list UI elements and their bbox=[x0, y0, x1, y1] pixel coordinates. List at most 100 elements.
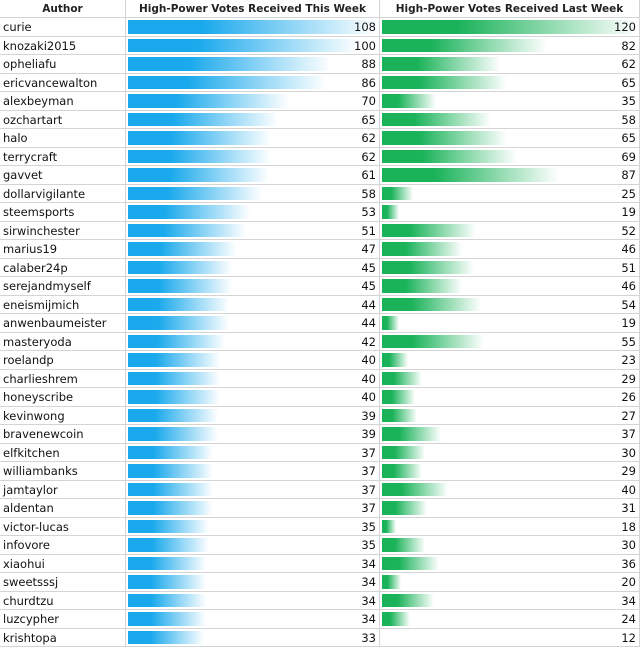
author-name: bravenewcoin bbox=[3, 427, 84, 441]
vote-count: 51 bbox=[621, 260, 636, 275]
votes-cell: 37 bbox=[126, 443, 380, 462]
author-cell: opheliafu bbox=[0, 55, 126, 74]
vote-count: 37 bbox=[361, 501, 376, 515]
data-bar bbox=[382, 371, 423, 385]
data-bar bbox=[382, 575, 401, 589]
author-cell: marius19 bbox=[0, 240, 126, 259]
vote-count: 27 bbox=[621, 408, 636, 423]
author-name: victor-lucas bbox=[3, 519, 69, 534]
vote-count: 58 bbox=[621, 112, 636, 127]
data-bar bbox=[382, 334, 484, 348]
data-bar bbox=[128, 353, 221, 367]
votes-cell: 40 bbox=[126, 351, 380, 370]
data-bar bbox=[382, 482, 449, 496]
author-cell: bravenewcoin bbox=[0, 425, 126, 444]
author-name: anwenbaumeister bbox=[3, 316, 107, 330]
votes-cell: 65 bbox=[380, 73, 640, 92]
data-bar bbox=[382, 223, 477, 237]
vote-count: 62 bbox=[361, 149, 376, 164]
data-bar bbox=[128, 57, 331, 71]
data-bar bbox=[128, 334, 225, 348]
votes-cell: 20 bbox=[380, 573, 640, 592]
votes-cell: 45 bbox=[126, 258, 380, 277]
data-bar bbox=[128, 371, 221, 385]
data-bar bbox=[382, 57, 501, 71]
vote-count: 35 bbox=[361, 519, 376, 534]
votes-cell: 18 bbox=[380, 517, 640, 536]
vote-count: 39 bbox=[361, 427, 376, 441]
data-bar bbox=[128, 186, 262, 200]
data-bar bbox=[128, 38, 359, 52]
votes-cell: 46 bbox=[380, 240, 640, 259]
votes-cell: 36 bbox=[380, 554, 640, 573]
data-bar bbox=[128, 112, 278, 126]
vote-count: 86 bbox=[361, 75, 376, 90]
data-bar bbox=[382, 297, 482, 311]
author-cell: sweetsssj bbox=[0, 573, 126, 592]
votes-cell: 55 bbox=[380, 332, 640, 351]
data-bar bbox=[128, 131, 271, 145]
data-bar bbox=[382, 501, 427, 515]
votes-cell: 51 bbox=[126, 221, 380, 240]
vote-count: 65 bbox=[621, 131, 636, 145]
votes-cell: 19 bbox=[380, 203, 640, 222]
vote-count: 44 bbox=[361, 316, 376, 330]
data-bar bbox=[128, 20, 377, 34]
data-bar bbox=[128, 168, 269, 182]
vote-count: 34 bbox=[361, 612, 376, 626]
votes-cell: 12 bbox=[380, 628, 640, 647]
votes-cell: 40 bbox=[380, 480, 640, 499]
vote-count: 39 bbox=[361, 408, 376, 423]
data-bar bbox=[382, 612, 411, 626]
vote-count: 45 bbox=[361, 279, 376, 293]
data-bar bbox=[128, 242, 237, 256]
votes-cell: 34 bbox=[126, 610, 380, 629]
data-bar bbox=[382, 242, 463, 256]
author-name: opheliafu bbox=[3, 57, 57, 71]
data-bar bbox=[382, 38, 548, 52]
data-bar bbox=[382, 556, 439, 570]
votes-cell: 42 bbox=[126, 332, 380, 351]
votes-cell: 30 bbox=[380, 443, 640, 462]
votes-cell: 65 bbox=[126, 110, 380, 129]
vote-count: 37 bbox=[361, 482, 376, 497]
data-bar bbox=[128, 223, 246, 237]
data-bar bbox=[128, 593, 207, 607]
votes-cell: 39 bbox=[126, 425, 380, 444]
vote-count: 100 bbox=[354, 38, 376, 53]
vote-count: 88 bbox=[361, 57, 376, 71]
author-name: kevinwong bbox=[3, 408, 65, 423]
data-bar bbox=[382, 149, 517, 163]
votes-cell: 37 bbox=[126, 462, 380, 481]
votes-cell: 27 bbox=[380, 406, 640, 425]
vote-count: 36 bbox=[621, 556, 636, 571]
data-bar bbox=[382, 519, 397, 533]
vote-count: 35 bbox=[621, 94, 636, 108]
data-bar bbox=[382, 131, 508, 145]
header-cell: High-Power Votes Received Last Week bbox=[380, 0, 640, 18]
data-bar bbox=[382, 408, 418, 422]
votes-cell: 25 bbox=[380, 184, 640, 203]
vote-count: 33 bbox=[361, 630, 376, 645]
data-bar bbox=[382, 538, 425, 552]
vote-count: 37 bbox=[361, 445, 376, 460]
author-name: steemsports bbox=[3, 205, 75, 219]
author-cell: steemsports bbox=[0, 203, 126, 222]
author-cell: infovore bbox=[0, 536, 126, 555]
data-bar bbox=[382, 279, 463, 293]
vote-count: 42 bbox=[361, 334, 376, 349]
vote-count: 20 bbox=[621, 575, 636, 589]
data-bar bbox=[382, 168, 560, 182]
vote-count: 62 bbox=[621, 57, 636, 71]
votes-cell: 62 bbox=[126, 147, 380, 166]
votes-cell: 58 bbox=[126, 184, 380, 203]
vote-count: 61 bbox=[361, 168, 376, 182]
author-cell: williambanks bbox=[0, 462, 126, 481]
author-name: ozchartart bbox=[3, 112, 63, 127]
votes-cell: 37 bbox=[126, 480, 380, 499]
author-name: infovore bbox=[3, 538, 50, 552]
author-name: curie bbox=[3, 20, 32, 34]
votes-cell: 33 bbox=[126, 628, 380, 647]
author-name: terrycraft bbox=[3, 149, 58, 164]
